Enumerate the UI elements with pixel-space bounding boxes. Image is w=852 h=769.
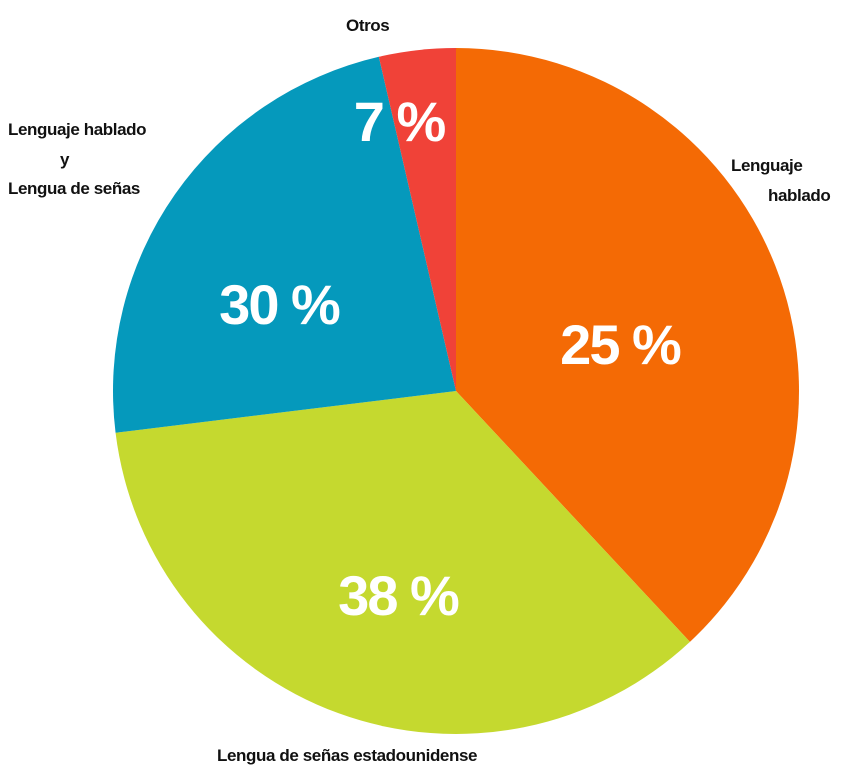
slice-category-label: Lengua de señas estadounidense [217, 746, 477, 765]
slice-category-label: Lenguaje [731, 156, 802, 175]
pie-slice [456, 48, 799, 642]
slice-category-label: Lengua de señas [8, 179, 140, 198]
slice-value-label: 38 % [338, 564, 459, 627]
slice-value-label: 7 % [354, 90, 446, 153]
pie-slice [113, 56, 456, 433]
slice-value-label: 30 % [219, 273, 340, 336]
slice-category-label: Otros [346, 16, 389, 35]
pie-slice [378, 48, 456, 391]
slice-category-label: y [60, 150, 70, 169]
slice-value-label: 25 % [560, 313, 681, 376]
slice-category-label: Lenguaje hablado [8, 120, 146, 139]
pie-slice [115, 391, 690, 734]
slice-category-label: hablado [768, 186, 830, 205]
